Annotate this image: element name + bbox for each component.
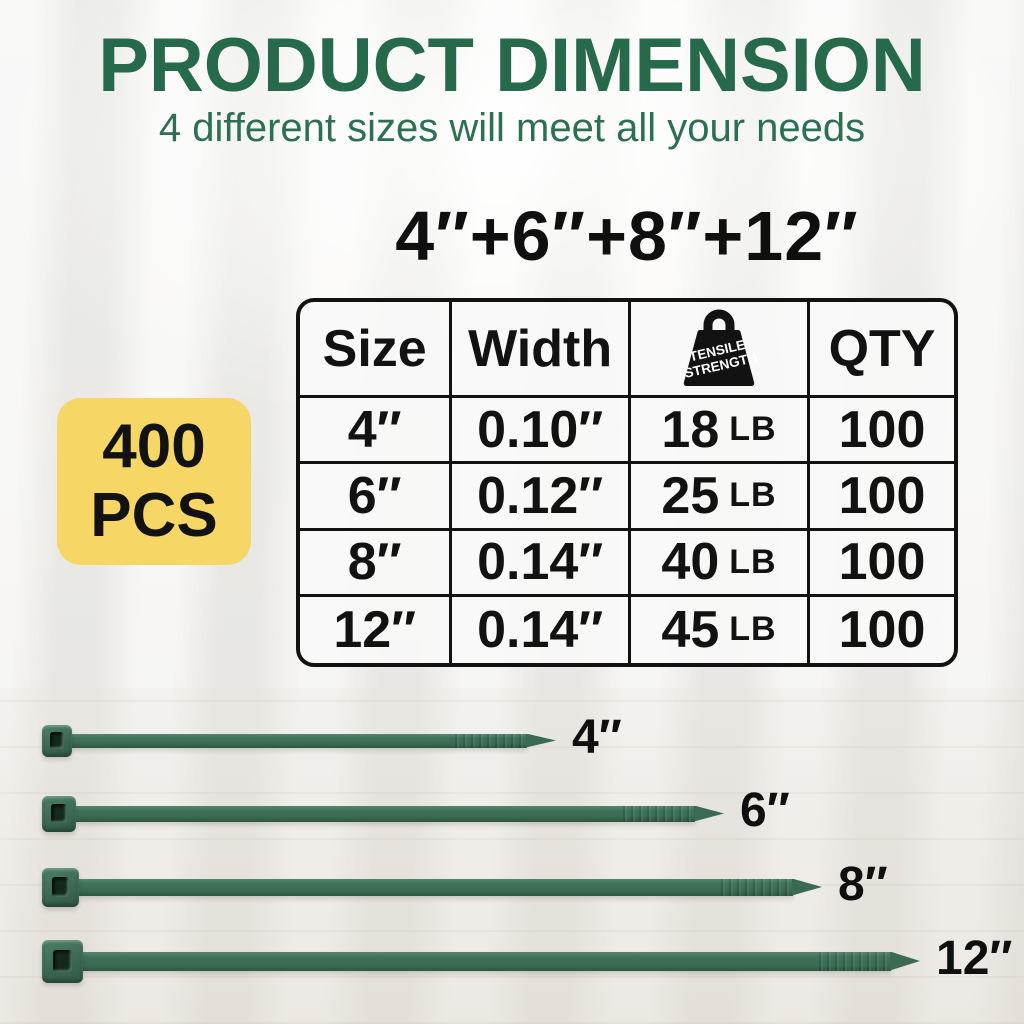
row2-strength: 25 LB (630, 464, 811, 531)
row2-width: 0.12″ (452, 464, 631, 531)
row4-strength-unit: LB (729, 610, 777, 649)
row4-strength: 45 LB (631, 596, 811, 663)
cable-tie-head (42, 795, 76, 832)
cable-tie-tip (694, 805, 724, 822)
cable-tie-graphic (42, 867, 822, 907)
cable-tie-head (42, 939, 83, 983)
cable-tie-slot (50, 732, 64, 749)
cable-tie-6in: 6″ (42, 784, 790, 841)
row1-strength-unit: LB (729, 410, 777, 449)
page-title: PRODUCT DIMENSION (98, 23, 926, 108)
row2-strength-value: 25 (661, 466, 720, 525)
row4-width: 0.14″ (452, 596, 631, 663)
cable-tie-length-label: 6″ (740, 784, 790, 837)
row3-size: 8″ (300, 530, 453, 597)
spec-table: Size Width TENSILE STRENGTH QTY 4″ 0.10″… (296, 298, 958, 667)
row3-qty: 100 (810, 531, 954, 597)
cable-tie-strap (81, 951, 891, 971)
cable-tie-strap (74, 805, 695, 822)
piece-count-badge: 400 PCS (57, 398, 251, 565)
cable-tie-graphic (42, 939, 920, 983)
cable-tie-slot (51, 804, 67, 823)
row1-strength-value: 18 (661, 400, 720, 459)
row1-qty: 100 (810, 398, 954, 465)
cable-tie-head (42, 724, 72, 757)
cable-tie-slot (53, 949, 72, 973)
cable-tie-tip (526, 733, 556, 748)
cable-tie-graphic (42, 724, 556, 757)
row2-strength-unit: LB (729, 476, 777, 515)
row1-strength: 18 LB (630, 398, 811, 465)
cable-tie-strap (70, 733, 527, 748)
row1-size: 4″ (300, 398, 453, 465)
row4-qty: 100 (838, 600, 926, 659)
piece-count-value: 400 (102, 412, 206, 482)
row3-strength-unit: LB (729, 542, 777, 581)
cable-tie-graphic (42, 795, 724, 832)
cable-tie-tip (792, 878, 822, 896)
row3-strength: 40 LB (630, 530, 811, 597)
cable-tie-tip (890, 951, 920, 971)
cable-tie-8in: 8″ (42, 857, 888, 915)
cable-tie-12in: 12″ (42, 931, 1013, 989)
sizes-headline: 4″+6″+8″+12″ (395, 197, 859, 275)
row3-strength-value: 40 (661, 533, 720, 592)
cable-tie-slot (51, 876, 69, 898)
page-subtitle: 4 different sizes will meet all your nee… (158, 106, 866, 150)
row1-width: 0.10″ (452, 398, 631, 465)
row2-size: 6″ (300, 464, 453, 531)
piece-count-unit: PCS (90, 480, 218, 550)
row3-width: 0.14″ (452, 530, 631, 597)
cable-tie-length-label: 4″ (572, 711, 622, 764)
col-header-size: Size (300, 302, 453, 398)
col-header-width: Width (452, 302, 631, 398)
cable-tie-strap (77, 878, 793, 896)
row2-qty: 100 (810, 464, 954, 531)
row4-strength-value: 45 (661, 600, 720, 659)
cable-tie-length-label: 12″ (936, 931, 1013, 985)
cable-tie-head (42, 867, 79, 907)
tensile-strength-weight-icon: TENSILE STRENGTH (683, 309, 759, 386)
cable-tie-4in: 4″ (42, 711, 622, 768)
cable-tie-length-label: 8″ (838, 857, 888, 911)
col-header-tensile-strength: TENSILE STRENGTH (630, 302, 811, 398)
col-header-qty: QTY (810, 302, 954, 398)
row4-size: 12″ (300, 596, 453, 663)
